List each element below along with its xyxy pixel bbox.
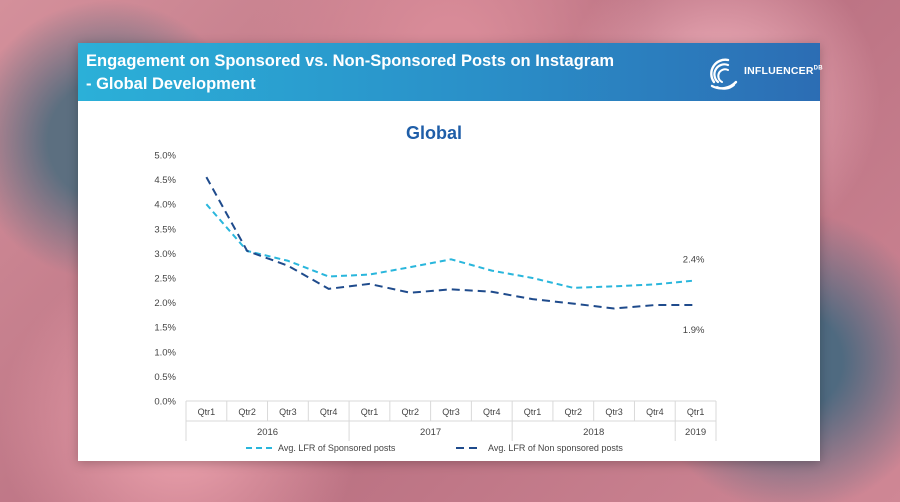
x-tick-label: Qtr3 <box>279 407 297 417</box>
x-group-label: 2019 <box>685 427 706 438</box>
sponsored-end-label: 2.4% <box>683 254 705 265</box>
x-tick-label: Qtr2 <box>565 407 583 417</box>
sponsored-series-line <box>206 204 695 288</box>
y-tick-label: 3.5% <box>154 224 176 235</box>
chart-card: Engagement on Sponsored vs. Non-Sponsore… <box>78 43 820 461</box>
x-tick-label: Qtr1 <box>524 407 542 417</box>
x-group-label: 2018 <box>583 427 604 438</box>
x-tick-label: Qtr4 <box>646 407 664 417</box>
y-tick-label: 0.0% <box>154 397 176 408</box>
y-tick-label: 0.5% <box>154 372 176 383</box>
x-axis: Qtr1 Qtr2 Qtr3 Qtr4 Qtr1 Qtr2 Qtr3 Qtr4 Qtr1 Qtr2… <box>186 401 716 441</box>
y-tick-label: 2.5% <box>154 274 176 285</box>
y-tick-label: 2.0% <box>154 298 176 309</box>
y-tick-label: 5.0% <box>154 151 176 162</box>
legend-sponsored-label: Avg. LFR of Sponsored posts <box>278 443 396 453</box>
x-tick-label: Qtr1 <box>687 407 705 417</box>
x-tick-label: Qtr4 <box>483 407 501 417</box>
data-labels: 2.4% 1.9% <box>683 254 705 336</box>
y-axis: 0.0% 0.5% 1.0% 1.5% 2.0% 2.5% 3.0% 3.5% 4.0% 4.5%… <box>154 151 176 408</box>
y-tick-label: 4.0% <box>154 200 176 211</box>
x-tick-label: Qtr1 <box>361 407 379 417</box>
legend: Avg. LFR of Sponsored posts Avg. LFR of N… <box>246 443 623 453</box>
y-tick-label: 4.5% <box>154 175 176 186</box>
x-tick-label: Qtr2 <box>238 407 256 417</box>
x-tick-label: Qtr1 <box>198 407 216 417</box>
y-tick-label: 1.5% <box>154 323 176 334</box>
x-group-label: 2016 <box>257 427 278 438</box>
line-chart: Global 0.0% 0.5% 1.0% 1.5% 2.0% 2.5% 3.0% 3.5% 4… <box>78 43 820 461</box>
non-sponsored-series-line <box>206 177 695 308</box>
series-layer <box>206 177 695 308</box>
x-tick-label: Qtr3 <box>442 407 460 417</box>
non-sponsored-end-label: 1.9% <box>683 325 705 336</box>
y-tick-label: 3.0% <box>154 249 176 260</box>
x-tick-label: Qtr2 <box>401 407 419 417</box>
chart-title: Global <box>406 123 462 143</box>
x-tick-label: Qtr4 <box>320 407 338 417</box>
x-tick-label: Qtr3 <box>605 407 623 417</box>
x-group-label: 2017 <box>420 427 441 438</box>
legend-non-sponsored-label: Avg. LFR of Non sponsored posts <box>488 443 623 453</box>
y-tick-label: 1.0% <box>154 347 176 358</box>
